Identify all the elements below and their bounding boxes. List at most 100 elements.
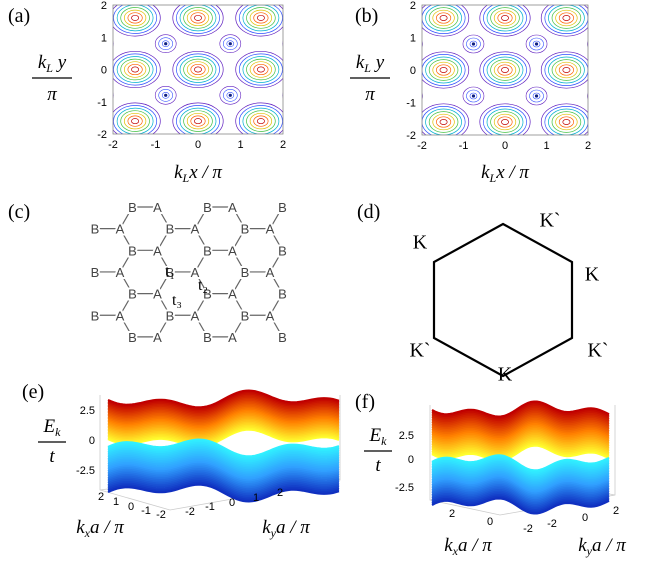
contour — [253, 115, 269, 127]
x-axis-label-rest: x / π — [495, 162, 529, 183]
contour — [548, 108, 585, 135]
contour — [422, 51, 470, 89]
y-tick-label: 1 — [410, 33, 416, 45]
surface-lower — [431, 462, 610, 480]
bond — [194, 271, 209, 294]
bond — [194, 228, 209, 251]
kx-axis-label-rest: a / π — [458, 535, 492, 556]
hopping-label: t₁ — [165, 263, 175, 280]
surface-lower — [107, 442, 340, 462]
contour — [256, 14, 265, 21]
surface-lower — [431, 487, 610, 505]
surface-lower — [431, 493, 610, 512]
surface-upper — [431, 430, 610, 449]
y-axis-label-subscript: L — [363, 61, 371, 75]
lattice-site: B — [241, 308, 250, 323]
x-axis-label-subscript: L — [489, 171, 497, 185]
surface-lower — [107, 481, 340, 501]
contour — [116, 107, 154, 134]
bond — [156, 249, 171, 273]
bond — [269, 293, 284, 316]
contour — [256, 66, 265, 73]
bond — [269, 228, 284, 251]
contour — [183, 7, 213, 29]
contour — [562, 15, 571, 21]
surface-upper — [431, 444, 610, 462]
lattice-site: B — [166, 308, 175, 323]
contour — [466, 89, 481, 103]
surface-upper — [107, 395, 340, 415]
kx-tick-label: 2 — [98, 491, 104, 503]
z-tick-label: 0 — [89, 435, 95, 447]
surface-lower — [431, 460, 610, 479]
ky-axis-label-subscript: y — [270, 526, 277, 540]
contour — [219, 86, 242, 105]
surface-upper — [107, 422, 340, 442]
y-axis-label-rest: y — [371, 52, 385, 73]
surface-upper — [107, 411, 340, 432]
lattice-site: A — [153, 330, 162, 345]
surface-upper — [431, 429, 610, 447]
k-point-label: K — [585, 264, 600, 286]
contour — [497, 64, 513, 76]
kx-tick-label: -1 — [141, 505, 151, 517]
contour — [587, 92, 588, 100]
kx-tick-label: 1 — [113, 496, 119, 508]
bond — [156, 228, 171, 251]
contour — [190, 63, 206, 76]
surface-upper — [107, 398, 340, 418]
contour — [183, 110, 213, 132]
y-axis-label-rest: y — [53, 52, 67, 73]
contour — [127, 63, 143, 76]
z-axis-label-denominator: t — [49, 446, 55, 467]
contour-dot — [292, 94, 295, 97]
contour — [422, 40, 423, 48]
y-tick-label: -2 — [97, 129, 107, 141]
contour — [422, 103, 470, 135]
contour-dot — [164, 42, 168, 46]
surface-upper — [107, 423, 340, 444]
contour — [425, 56, 462, 84]
surface-upper — [107, 416, 340, 436]
contour — [161, 40, 170, 48]
surface-lower — [107, 443, 340, 463]
contour — [558, 12, 574, 24]
k-point-label: K — [498, 364, 513, 386]
lattice-site: B — [278, 330, 287, 345]
contour — [123, 9, 147, 27]
kx-axis-label-subscript: x — [84, 526, 91, 540]
contour — [493, 61, 517, 79]
x-tick-label: 1 — [237, 139, 243, 151]
contour — [555, 113, 578, 131]
surface-lower — [431, 483, 610, 502]
ky-axis-label-symbol: k — [262, 517, 271, 538]
bond — [231, 293, 246, 316]
contour — [529, 37, 544, 51]
contour — [123, 112, 147, 130]
bond — [119, 206, 134, 229]
surface-upper — [431, 408, 610, 427]
surface-lower — [431, 474, 610, 492]
contour — [436, 116, 452, 128]
contour — [490, 7, 520, 29]
contour-dot — [471, 42, 476, 46]
surface-upper — [107, 402, 340, 423]
contour — [246, 58, 276, 81]
contour — [226, 92, 235, 99]
surface-lower — [107, 447, 340, 467]
lattice-site: A — [191, 265, 200, 280]
kx-tick-label: -2 — [156, 509, 166, 521]
surface-upper — [107, 407, 340, 427]
contour — [113, 53, 158, 86]
contour-dot — [228, 93, 232, 97]
y-axis-label: kL y — [38, 52, 67, 75]
surface-upper — [431, 402, 610, 420]
surface-upper — [107, 405, 340, 426]
contour — [186, 61, 210, 78]
contour — [462, 86, 485, 106]
contour — [587, 40, 588, 48]
contour — [497, 12, 513, 24]
surface-lower — [107, 445, 340, 465]
contour — [290, 41, 297, 47]
contour — [238, 105, 283, 134]
